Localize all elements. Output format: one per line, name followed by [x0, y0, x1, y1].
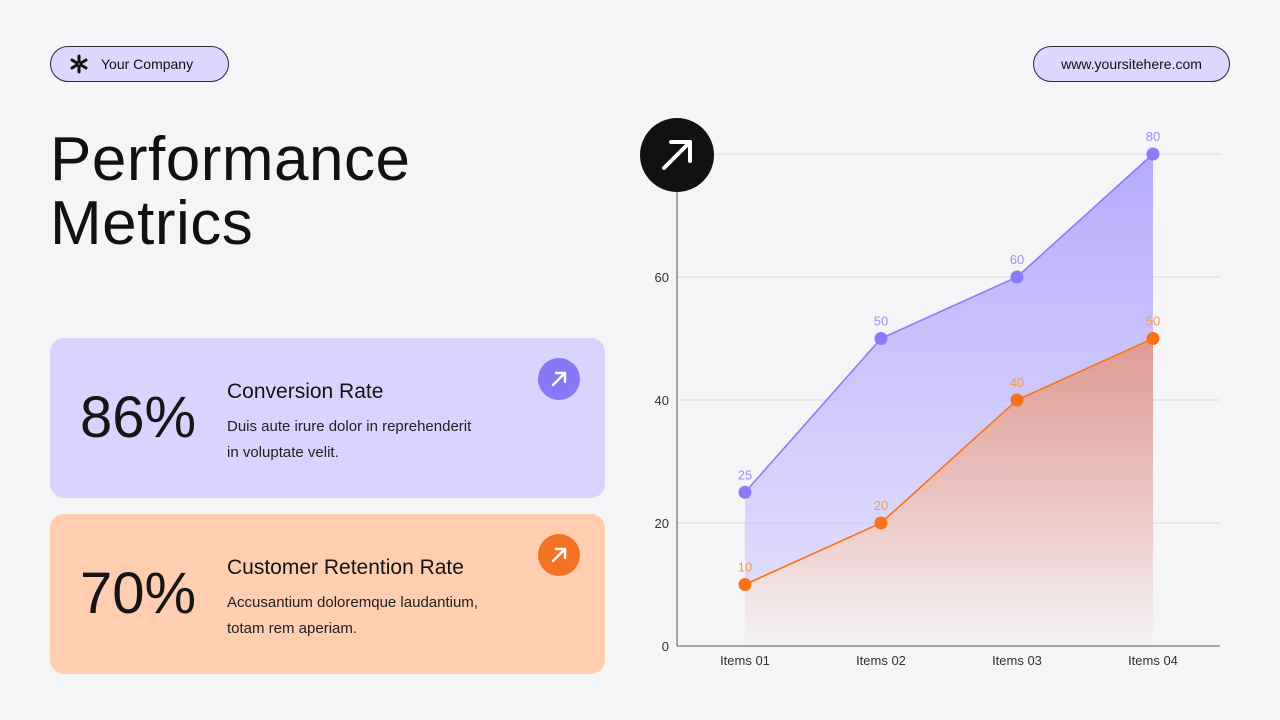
y-tick-label: 60 [655, 270, 669, 285]
metric-label: Customer Retention Rate [227, 556, 464, 579]
metric-badge [538, 534, 580, 576]
data-label: 50 [874, 314, 888, 329]
series-line [744, 337, 1154, 586]
data-point [738, 485, 752, 499]
metric-card-conversion: 86% Conversion Rate Duis aute irure dolo… [50, 338, 605, 498]
series-line [744, 153, 1154, 493]
x-tick-label: Items 02 [856, 653, 906, 668]
title-line-2: Metrics [50, 189, 254, 258]
data-point [1010, 270, 1024, 284]
y-tick-label: 0 [662, 639, 669, 654]
data-point [1146, 147, 1160, 161]
metric-value: 86% [80, 385, 197, 450]
y-tick-label: 20 [655, 516, 669, 531]
company-name: Your Company [101, 56, 194, 72]
series-area [745, 154, 1153, 646]
data-point [1010, 393, 1024, 407]
chart-badge [640, 118, 714, 192]
data-point [1146, 332, 1160, 345]
metric-badge [538, 358, 580, 400]
metric-description: Duis aute irure dolor in reprehenderit i… [227, 418, 472, 461]
metric-label: Conversion Rate [227, 380, 384, 403]
arrow-up-right-icon [551, 371, 567, 387]
data-point [738, 578, 752, 591]
website-url: www.yoursitehere.com [1061, 56, 1202, 72]
data-label: 60 [1010, 252, 1024, 267]
metric-description: Accusantium doloremque laudantium, totam… [227, 594, 478, 637]
y-tick-label: 40 [655, 393, 669, 408]
x-tick-label: Items 03 [992, 653, 1042, 668]
metric-card-retention: 70% Customer Retention Rate Accusantium … [50, 514, 605, 674]
website-pill[interactable]: www.yoursitehere.com [1033, 46, 1230, 82]
data-label: 25 [738, 467, 752, 482]
arrow-up-right-icon [551, 547, 567, 563]
data-point [874, 516, 888, 530]
title-line-1: Performance [50, 125, 411, 194]
data-point [874, 332, 888, 345]
series-area [745, 338, 1153, 646]
x-tick-label: Items 01 [720, 653, 770, 668]
data-label: 80 [1146, 129, 1160, 144]
data-label: 40 [1010, 375, 1024, 390]
data-label: 20 [874, 498, 888, 513]
asterisk-logo-icon [70, 54, 88, 74]
company-pill: Your Company [50, 46, 229, 82]
data-label: 50 [1146, 314, 1160, 329]
page-title: Performance Metrics [50, 128, 410, 256]
data-label: 10 [738, 560, 752, 575]
metric-value: 70% [80, 561, 197, 626]
arrow-up-right-icon [662, 140, 692, 170]
x-tick-label: Items 04 [1128, 653, 1178, 668]
